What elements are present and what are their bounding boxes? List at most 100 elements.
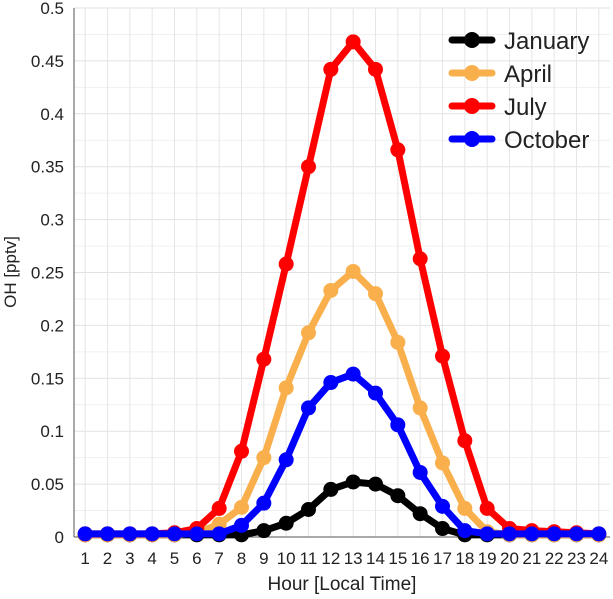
data-point-october [278, 452, 294, 468]
y-tick-label: 0.25 [31, 264, 64, 283]
data-point-january [435, 521, 450, 537]
data-point-july [457, 433, 473, 449]
data-point-april [278, 380, 294, 396]
data-point-january [256, 523, 272, 539]
legend-item-january: January [448, 28, 589, 55]
data-point-january [301, 501, 316, 517]
data-point-october [301, 400, 316, 416]
data-point-october [345, 366, 361, 382]
data-point-july [323, 61, 339, 77]
data-point-october [457, 523, 473, 539]
data-point-april [412, 400, 428, 416]
legend-label-july: July [504, 94, 547, 121]
y-tick-label: 0.3 [40, 211, 64, 230]
series-line-october [81, 370, 603, 538]
data-point-october [524, 526, 540, 542]
x-tick-label: 12 [321, 549, 340, 568]
legend-item-july: July [448, 94, 547, 121]
data-point-october [234, 517, 249, 533]
data-point-january [390, 488, 406, 504]
legend-item-october: October [448, 127, 589, 154]
legend-label-october: October [504, 127, 589, 154]
x-tick-label: 19 [478, 549, 497, 568]
y-axis-label: OH [pptv] [1, 236, 20, 308]
data-point-july [368, 61, 383, 77]
legend: January April July October [448, 28, 589, 154]
x-tick-label: 7 [214, 549, 223, 568]
x-tick-label: 21 [522, 549, 541, 568]
data-point-january [345, 474, 361, 490]
x-tick-label: 4 [147, 549, 156, 568]
data-point-october [189, 526, 205, 542]
x-tick-label: 3 [125, 549, 134, 568]
legend-marker-april [464, 65, 480, 81]
x-tick-label: 8 [237, 549, 246, 568]
data-point-july [234, 443, 249, 459]
x-tick-label: 13 [344, 549, 363, 568]
data-point-july [390, 142, 406, 158]
x-tick-label: 17 [433, 549, 452, 568]
x-tick-label: 10 [277, 549, 296, 568]
data-point-october [479, 526, 495, 542]
data-point-july [479, 500, 495, 516]
data-point-july [345, 34, 361, 50]
y-tick-label: 0.15 [31, 369, 64, 388]
y-tick-label: 0.2 [40, 316, 64, 335]
x-tick-label: 5 [170, 549, 179, 568]
data-point-april [368, 286, 383, 302]
data-point-october [412, 464, 428, 480]
x-tick-label: 23 [567, 549, 586, 568]
y-tick-label: 0.5 [40, 0, 64, 18]
y-tick-label: 0.4 [40, 105, 64, 124]
data-point-october [569, 526, 584, 542]
legend-marker-january [464, 32, 480, 48]
y-tick-label: 0.1 [40, 422, 64, 441]
series-layer [77, 34, 607, 543]
data-point-january [278, 515, 294, 531]
x-axis-label: Hour [Local Time] [268, 574, 417, 595]
data-point-july [256, 351, 272, 367]
data-point-july [211, 500, 227, 516]
x-tick-label: 14 [366, 549, 385, 568]
data-point-april [234, 499, 249, 515]
data-point-october [144, 526, 160, 542]
series-april [77, 263, 607, 543]
y-tick-label: 0 [55, 528, 64, 547]
x-tick-label: 16 [411, 549, 430, 568]
data-point-april [256, 450, 272, 466]
data-point-july [301, 159, 316, 175]
data-point-october [211, 526, 227, 542]
data-point-january [323, 481, 339, 497]
data-point-april [301, 325, 316, 341]
data-point-october [435, 498, 450, 514]
x-tick-label: 18 [455, 549, 474, 568]
x-tick-label: 15 [388, 549, 407, 568]
x-tick-label: 24 [589, 549, 608, 568]
y-tick-label: 0.45 [31, 52, 64, 71]
data-point-october [368, 385, 383, 401]
data-point-october [100, 526, 115, 542]
data-point-july [435, 348, 450, 364]
x-tick-label: 9 [259, 549, 268, 568]
x-tick-label: 1 [80, 549, 89, 568]
x-tick-label: 11 [300, 549, 318, 568]
data-point-april [435, 455, 450, 471]
x-tick-label: 2 [103, 549, 112, 568]
x-tick-label: 6 [192, 549, 201, 568]
series-october [77, 366, 607, 542]
y-tick-label: 0.05 [31, 475, 64, 494]
data-point-october [390, 417, 406, 433]
data-point-april [345, 263, 361, 279]
y-tick-label: 0.35 [31, 158, 64, 177]
data-point-april [457, 500, 473, 516]
data-point-october [591, 526, 607, 542]
data-point-july [412, 251, 428, 267]
data-point-january [368, 476, 383, 492]
data-point-april [390, 334, 406, 350]
legend-item-april: April [448, 61, 552, 88]
data-point-october [122, 526, 138, 542]
data-point-october [502, 526, 517, 542]
legend-marker-october [464, 131, 480, 147]
data-point-july [278, 256, 294, 272]
data-point-october [167, 526, 182, 542]
